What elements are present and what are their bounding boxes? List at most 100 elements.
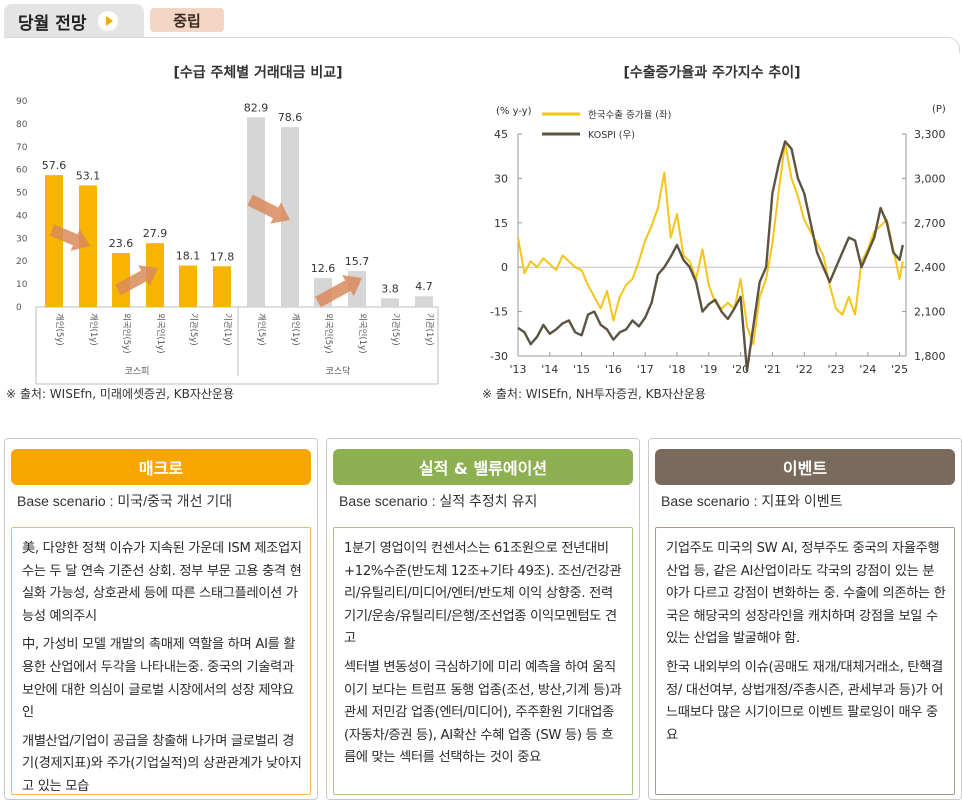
bar-value-label: 27.9 [143,227,168,240]
panel-earnings-title: 실적 & 밸류에이션 [333,449,633,485]
bar-value-label: 18.1 [176,250,201,263]
panel-earnings-scenario: Base scenario : 실적 추정치 유지 [339,493,538,509]
x-tick-label: '25 [891,363,908,376]
right-y-tick-label: 2,700 [914,217,946,230]
x-tick-label: '15 [573,363,590,376]
line-chart-title: [수출증가율과 주가지수 추이] [623,64,800,81]
left-y-tick-label: 15 [494,217,508,230]
bar [45,175,63,307]
bar-group-label-kospi: 코스피 [125,366,150,377]
bar [247,117,265,307]
export-growth-line [517,141,904,346]
bar-category-label: 기관(1y) [222,313,233,346]
bar-y-tick-label: 60 [16,166,28,176]
bar [213,266,231,307]
trend-arrow [49,224,91,251]
line-chart-source: ※ 출처: WISEfn, NH투자증권, KB자산운용 [482,387,706,401]
right-y-tick-label: 3,000 [914,172,946,185]
trend-arrow-shape [49,224,91,251]
panel-earnings: 실적 & 밸류에이션 Base scenario : 실적 추정치 유지 1분기… [326,438,640,800]
kospi-line [517,140,904,372]
panel-events: 이벤트 Base scenario : 지표와 이벤트 기업주도 미국의 SW … [648,438,962,800]
panel-macro-paragraph: 美, 다양한 정책 이슈가 지속된 가운데 ISM 제조업지수는 두 달 연속 … [22,541,302,624]
panel-macro-paragraph: 개별산업/기업이 공급을 창출해 나가며 글로벌리 경기(경제지표)와 주가(기… [22,733,302,794]
bar-category-label: 기관(5y) [188,313,199,346]
bar [179,265,197,307]
bar-chart-source: ※ 출처: WISEfn, 미래에셋증권, KB자산운용 [6,387,234,401]
trend-arrow [315,275,363,308]
panel-macro-scenario: Base scenario : 미국/중국 개선 기대 [17,493,233,509]
bar-value-label: 17.8 [210,250,235,263]
panel-earnings-paragraph: 1분기 영업이익 컨센서스는 61조원으로 전년대비 +12%수준(반도체 12… [344,541,622,647]
panel-macro: 매크로 Base scenario : 미국/중국 개선 기대 美, 다양한 정… [4,438,318,800]
header-tab[interactable]: 당월 전망 [4,4,144,38]
trend-arrow [247,194,291,224]
left-y-tick-label: -15 [490,306,508,319]
bar-value-label: 57.6 [42,159,67,172]
panel-events-title: 이벤트 [655,449,955,485]
bar-y-tick-label: 90 [16,97,28,107]
bar-category-label: 외국인(1y) [357,313,368,354]
bar-y-tick-label: 20 [16,257,28,267]
panel-events-paragraph: 기업주도 미국의 SW AI, 정부주도 중국의 자율주행산업 등, 같은 AI… [666,541,946,647]
play-icon[interactable] [98,11,119,31]
legend-kospi-label: KOSPI (우) [588,130,635,141]
bar-category-label: 개인(5y) [256,313,267,346]
right-y-tick-label: 3,300 [914,128,946,141]
bar-y-tick-label: 10 [16,280,28,290]
bar-y-tick-label: 70 [16,143,28,153]
bar-group-label-kosdaq: 코스닥 [326,366,351,377]
trend-arrow [115,265,158,296]
left-y-tick-label: 0 [501,261,508,274]
panel-macro-body: 美, 다양한 정책 이슈가 지속된 가운데 ISM 제조업지수는 두 달 연속 … [11,527,311,795]
x-tick-label: '24 [859,363,876,376]
panel-macro-title: 매크로 [11,449,311,485]
right-unit: (P) [932,104,946,115]
bar [146,243,164,307]
trend-arrow-shape [247,194,291,224]
panel-earnings-paragraph: 섹터별 변동성이 극심하기에 미리 예측을 하여 움직이기 보다는 트럼프 동행… [344,659,622,766]
bar-value-label: 53.1 [76,169,101,182]
bar-y-tick-label: 80 [16,120,28,130]
bar-category-label: 개인(1y) [290,313,301,346]
bar-y-tick-label: 50 [16,189,28,199]
bar-category-label: 외국인(1y) [155,313,166,354]
bar [415,296,433,307]
x-tick-label: '19 [700,363,717,376]
bar-y-tick-label: 40 [16,211,28,221]
stance-badge: 중립 [150,8,224,32]
right-y-tick-label: 2,400 [914,261,946,274]
bar [381,298,399,307]
panel-macro-paragraph: 中, 가성비 모델 개발의 촉매제 역할을 하며 AI를 활용한 산업에서 두각… [22,637,296,721]
bar-value-label: 23.6 [109,237,134,250]
bar-category-label: 개인(5y) [54,313,65,346]
x-tick-label: '18 [669,363,686,376]
bar-value-label: 3.8 [381,282,399,295]
x-tick-label: '16 [605,363,622,376]
panel-events-scenario: Base scenario : 지표와 이벤트 [661,493,843,509]
bar-category-label: 개인(1y) [88,313,99,346]
line-chart: [수출증가율과 주가지수 추이] (% y-y) (P) 한국수출 증가율 (좌… [482,64,946,401]
top-frame [4,37,960,53]
bar [281,127,299,308]
x-tick-label: '23 [828,363,845,376]
bar-value-label: 4.7 [415,280,433,293]
trend-arrow-shape [115,265,158,296]
bar-y-tick-label: 0 [16,303,22,313]
bar-chart-title: [수급 주체별 거래대금 비교] [173,64,342,81]
x-tick-label: '21 [764,363,781,376]
header-title: 당월 전망 [18,13,87,34]
bar-y-tick-label: 30 [16,234,28,244]
bar [112,252,130,307]
legend-export-label: 한국수출 증가율 (좌) [588,110,671,121]
bar-value-label: 82.9 [244,101,269,114]
left-y-tick-label: 45 [494,128,508,141]
bar-value-label: 15.7 [345,255,370,268]
x-tick-label: '14 [541,363,558,376]
x-tick-label: '17 [637,363,654,376]
bar-category-label: 기관(5y) [390,313,401,346]
bar-category-label: 외국인(5y) [121,313,132,354]
panel-earnings-body: 1분기 영업이익 컨센서스는 61조원으로 전년대비 +12%수준(반도체 12… [333,527,633,795]
trend-arrow-shape [315,275,363,308]
left-unit: (% y-y) [496,106,532,117]
